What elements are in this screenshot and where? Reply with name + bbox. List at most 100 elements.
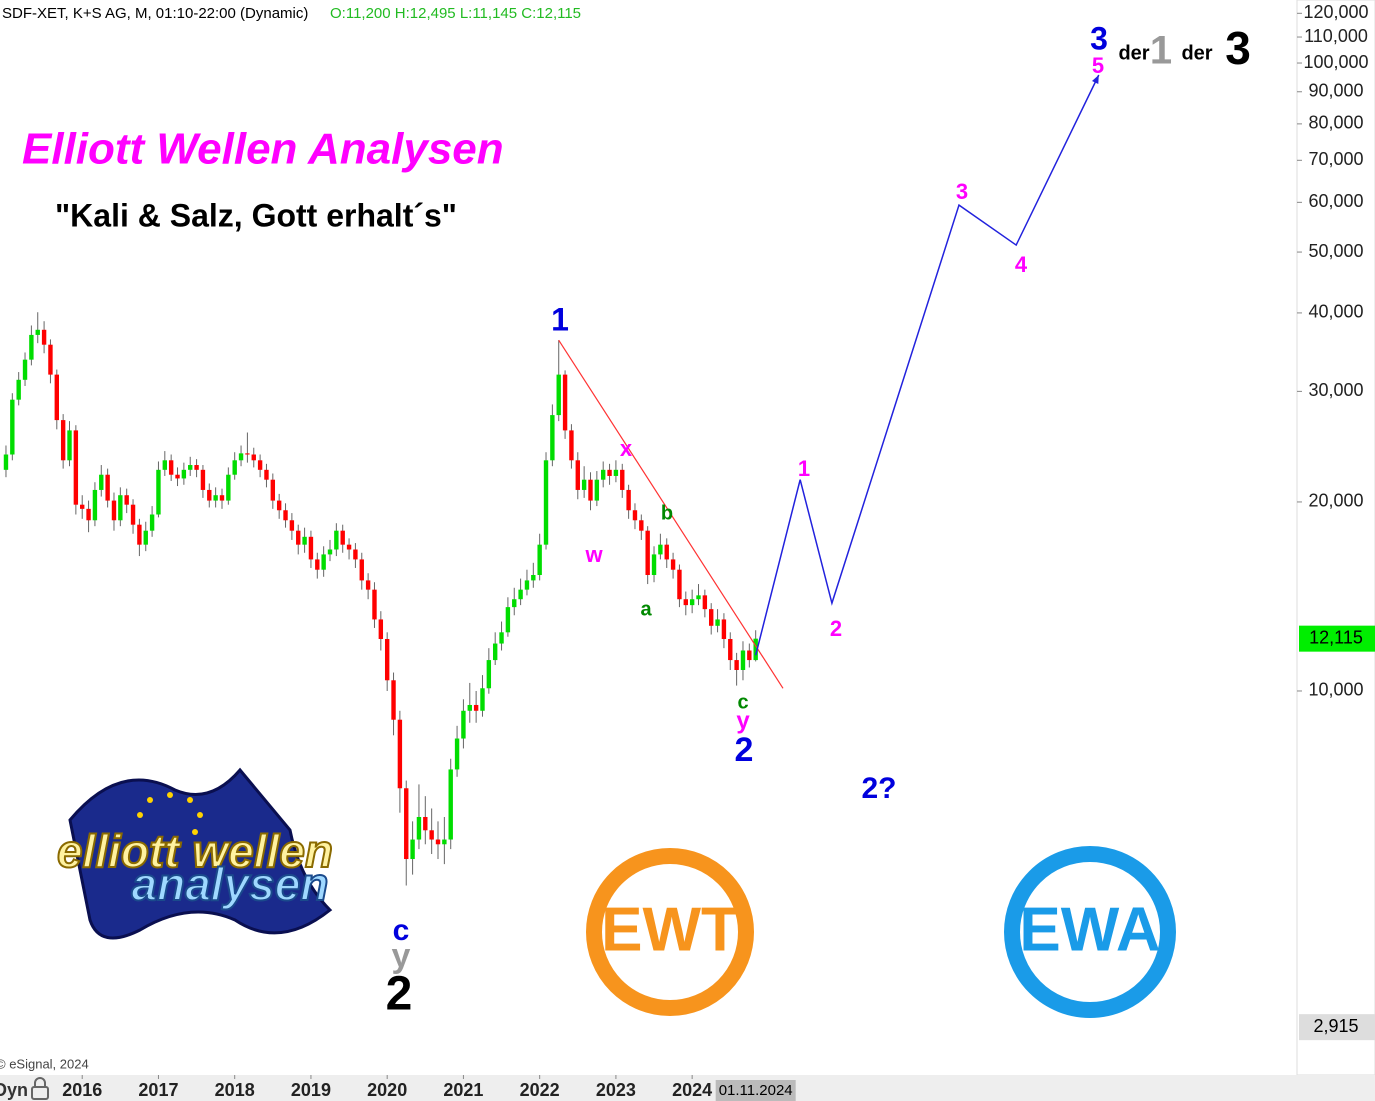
y-tick-label: 120,000	[1303, 2, 1368, 22]
trendline	[558, 339, 784, 689]
candle-body	[175, 474, 180, 479]
candle-body	[404, 788, 409, 860]
candle-body	[677, 569, 682, 600]
y-tick-label: 60,000	[1308, 191, 1363, 211]
candle-body	[99, 474, 104, 490]
candle-body	[397, 719, 403, 789]
annotation: w	[584, 542, 603, 567]
candle-body	[213, 495, 218, 501]
candle-body	[454, 738, 460, 770]
candle-body	[137, 524, 142, 545]
candle-body	[143, 530, 148, 545]
candle-body	[512, 599, 517, 608]
x-tick-label: 2019	[291, 1080, 331, 1100]
candle-body	[670, 559, 676, 570]
candle-body	[505, 607, 511, 633]
candle-body	[492, 643, 498, 661]
candle-body	[327, 549, 333, 555]
candle-body	[181, 469, 187, 479]
projection-arrowhead	[1091, 75, 1099, 85]
ew-logo-bottom: analysen	[132, 858, 329, 910]
candle-body	[486, 660, 492, 689]
candle-body	[607, 469, 612, 476]
candle-body	[41, 329, 47, 345]
candle-body	[315, 559, 320, 570]
candle-body	[346, 544, 352, 550]
candle-body	[429, 830, 434, 840]
candle-body	[73, 430, 79, 505]
candle-body	[639, 520, 644, 531]
candle-body	[35, 329, 40, 335]
y-axis-panel	[1296, 0, 1375, 1076]
candle-body	[747, 650, 752, 661]
candle-body	[359, 559, 364, 581]
candle-body	[156, 469, 161, 515]
candle-body	[3, 454, 9, 470]
candle-body	[518, 589, 523, 600]
y-tick-label: 70,000	[1308, 149, 1363, 169]
y-tick-label: 20,000	[1308, 491, 1363, 511]
candle-body	[613, 469, 619, 476]
projection-path	[754, 74, 1100, 656]
candle-body	[461, 710, 466, 739]
candle-body	[118, 495, 123, 521]
candle-body	[22, 359, 28, 380]
candle-body	[16, 379, 21, 400]
candle-body	[728, 638, 733, 661]
candle-body	[664, 544, 669, 560]
ew-logo-top: elliott wellen	[57, 825, 333, 877]
annotation: c	[393, 914, 410, 947]
candle-body	[473, 704, 479, 711]
annotation: 4	[1015, 252, 1028, 277]
candle-body	[689, 599, 695, 606]
candle-body	[111, 500, 117, 521]
price-box-label: 2,915	[1313, 1016, 1358, 1036]
candle-body	[124, 495, 129, 505]
candle-body	[556, 374, 561, 416]
x-tick-label: 2017	[138, 1080, 178, 1100]
candle-body	[257, 460, 263, 470]
y-tick-label: 50,000	[1308, 241, 1363, 261]
candle-body	[67, 430, 72, 461]
annotation: der	[1181, 42, 1212, 64]
candle-body	[683, 599, 688, 606]
candle-body	[543, 460, 549, 545]
annotation: a	[640, 598, 652, 620]
candle-body	[702, 595, 708, 610]
annotation: 5	[1092, 53, 1104, 78]
candle-body	[200, 469, 206, 490]
candle-body	[308, 536, 314, 560]
candle-body	[48, 344, 53, 375]
candle-body	[499, 632, 504, 644]
candle-body	[238, 453, 244, 461]
annotation: y	[736, 707, 750, 734]
header-symbol: SDF-XET, K+S AG, M, 01:10-22:00 (Dynamic…	[2, 5, 308, 22]
candle-body	[334, 530, 339, 550]
ewa-logo: EWA	[1004, 846, 1176, 1018]
candle-body	[340, 530, 345, 545]
price-box	[1299, 625, 1375, 652]
candle-body	[283, 510, 288, 521]
candle-body	[232, 460, 237, 475]
y-tick-label: 80,000	[1308, 113, 1363, 133]
y-tick-label: 100,000	[1303, 52, 1368, 72]
annotation: x	[620, 436, 633, 461]
annotation: 1	[1150, 29, 1172, 73]
candle-body	[86, 508, 91, 521]
candle-body	[207, 489, 212, 501]
candle-body	[524, 580, 530, 590]
mode-label: Dyn	[0, 1080, 28, 1100]
candle-body	[54, 374, 60, 421]
candle-body	[588, 479, 593, 501]
candle-body	[569, 430, 574, 461]
candle-body	[391, 680, 396, 720]
price-box	[1299, 1014, 1375, 1041]
candle-body	[130, 504, 136, 525]
candle-body	[245, 453, 250, 455]
annotation: 1	[798, 456, 810, 481]
candle-body	[740, 650, 746, 670]
annotation: 2	[830, 616, 842, 641]
y-tick-label: 30,000	[1308, 380, 1363, 400]
candle-body	[219, 495, 225, 501]
